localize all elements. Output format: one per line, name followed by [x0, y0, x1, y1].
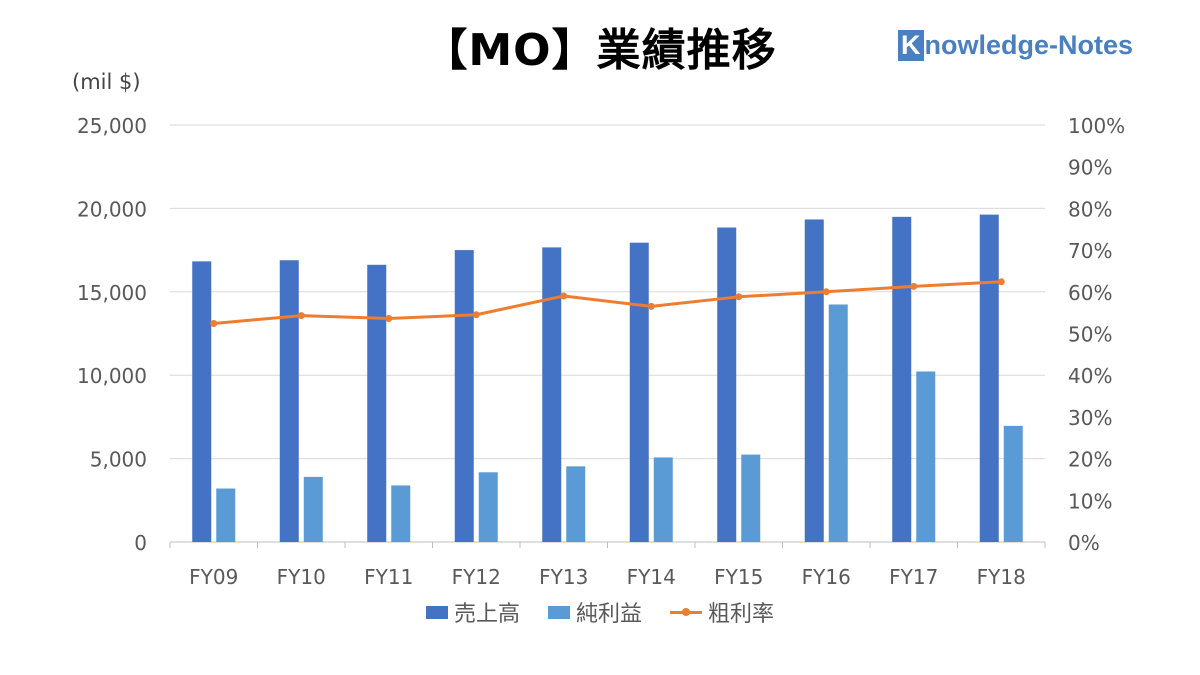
gridlines — [170, 124, 1045, 543]
point-gross-margin — [910, 282, 918, 290]
x-tick-label: FY15 — [714, 565, 763, 589]
y-left-tick-label: 5,000 — [90, 448, 147, 472]
y-left-tick-label: 25,000 — [77, 114, 147, 138]
bar-sales — [804, 219, 824, 542]
bar-net-income — [653, 457, 673, 542]
x-tick-label: FY14 — [627, 565, 676, 589]
bar-sales — [717, 227, 737, 543]
x-tick-label: FY12 — [452, 565, 501, 589]
x-tick-label: FY16 — [802, 565, 851, 589]
bar-net-income — [828, 304, 848, 542]
y-right-tick-label: 50% — [1068, 323, 1112, 347]
y-left-tick-label: 10,000 — [77, 364, 147, 388]
y-right-tick-label: 60% — [1068, 281, 1112, 305]
left-axis-ticks: 0 5,000 10,000 15,000 20,000 25,000 — [77, 114, 147, 555]
bar-net-income — [916, 371, 936, 542]
legend-swatch-gross-margin — [670, 605, 702, 619]
point-gross-margin — [385, 314, 393, 322]
y-left-tick-label: 20,000 — [77, 197, 147, 221]
right-axis-ticks: 0% 10% 20% 30% 40% 50% 60% 70% 80% 90% 100% — [1068, 114, 1125, 555]
bar-sales — [979, 214, 999, 542]
line-gross-margin — [213, 280, 1002, 325]
chart-title: 【MO】業績推移 — [423, 25, 777, 76]
bar-net-income — [391, 485, 411, 542]
legend-label-gross-margin: 粗利率 — [708, 602, 775, 627]
y-right-tick-label: 40% — [1068, 364, 1112, 388]
legend-item-net-income: 純利益 — [547, 596, 642, 628]
y-left-tick-label: 15,000 — [77, 281, 147, 305]
point-gross-margin — [210, 319, 218, 327]
legend-item-gross-margin: 粗利率 — [670, 596, 774, 628]
bar-sales — [367, 264, 387, 542]
legend-label-net-income: 純利益 — [575, 602, 642, 627]
point-gross-margin — [647, 302, 655, 310]
bars — [192, 214, 1023, 543]
x-tick-label: FY18 — [977, 565, 1026, 589]
point-gross-margin — [997, 278, 1005, 286]
bar-net-income — [741, 454, 761, 542]
y-right-tick-label: 30% — [1068, 406, 1112, 430]
bar-sales — [454, 250, 474, 542]
bar-sales — [892, 216, 912, 542]
bar-sales — [279, 260, 299, 542]
y-right-tick-label: 10% — [1068, 489, 1112, 513]
point-gross-margin — [472, 311, 480, 319]
bar-sales — [542, 247, 562, 542]
y-left-tick-label: 0 — [134, 531, 147, 555]
bar-sales — [192, 261, 212, 542]
x-tick-label: FY11 — [364, 565, 413, 589]
x-axis-ticks: FY09 FY10 FY11 FY12 FY13 FY14 FY15 FY16 FY17 FY18 — [169, 542, 1046, 589]
legend-item-sales: 売上高 — [425, 596, 520, 628]
bar-net-income — [1003, 425, 1023, 542]
y-right-tick-label: 0% — [1068, 531, 1100, 555]
bar-net-income — [566, 466, 586, 542]
bar-net-income — [216, 488, 236, 542]
x-tick-label: FY17 — [889, 565, 938, 589]
legend-swatch-sales — [425, 605, 448, 619]
point-gross-margin — [297, 312, 305, 320]
legend-label-sales: 売上高 — [453, 602, 520, 627]
point-gross-margin — [822, 288, 830, 296]
y-axis-unit-label: (mil $) — [72, 70, 141, 94]
y-right-tick-label: 90% — [1068, 156, 1112, 180]
y-right-tick-label: 70% — [1068, 239, 1112, 263]
margin-line — [210, 278, 1005, 327]
point-gross-margin — [560, 292, 568, 300]
x-tick-label: FY09 — [189, 565, 238, 589]
bar-net-income — [303, 476, 323, 542]
point-gross-margin — [735, 293, 743, 301]
x-tick-label: FY10 — [277, 565, 326, 589]
bar-net-income — [478, 472, 498, 542]
brand-initial: K — [898, 30, 924, 61]
brand-text: nowledge-Notes — [924, 30, 1134, 60]
bar-sales — [629, 242, 649, 542]
y-right-tick-label: 100% — [1068, 114, 1125, 138]
legend: 売上高 純利益 粗利率 — [0, 596, 1200, 628]
x-tick-label: FY13 — [539, 565, 588, 589]
y-right-tick-label: 20% — [1068, 448, 1112, 472]
y-right-tick-label: 80% — [1068, 197, 1112, 221]
legend-swatch-net-income — [547, 605, 570, 619]
